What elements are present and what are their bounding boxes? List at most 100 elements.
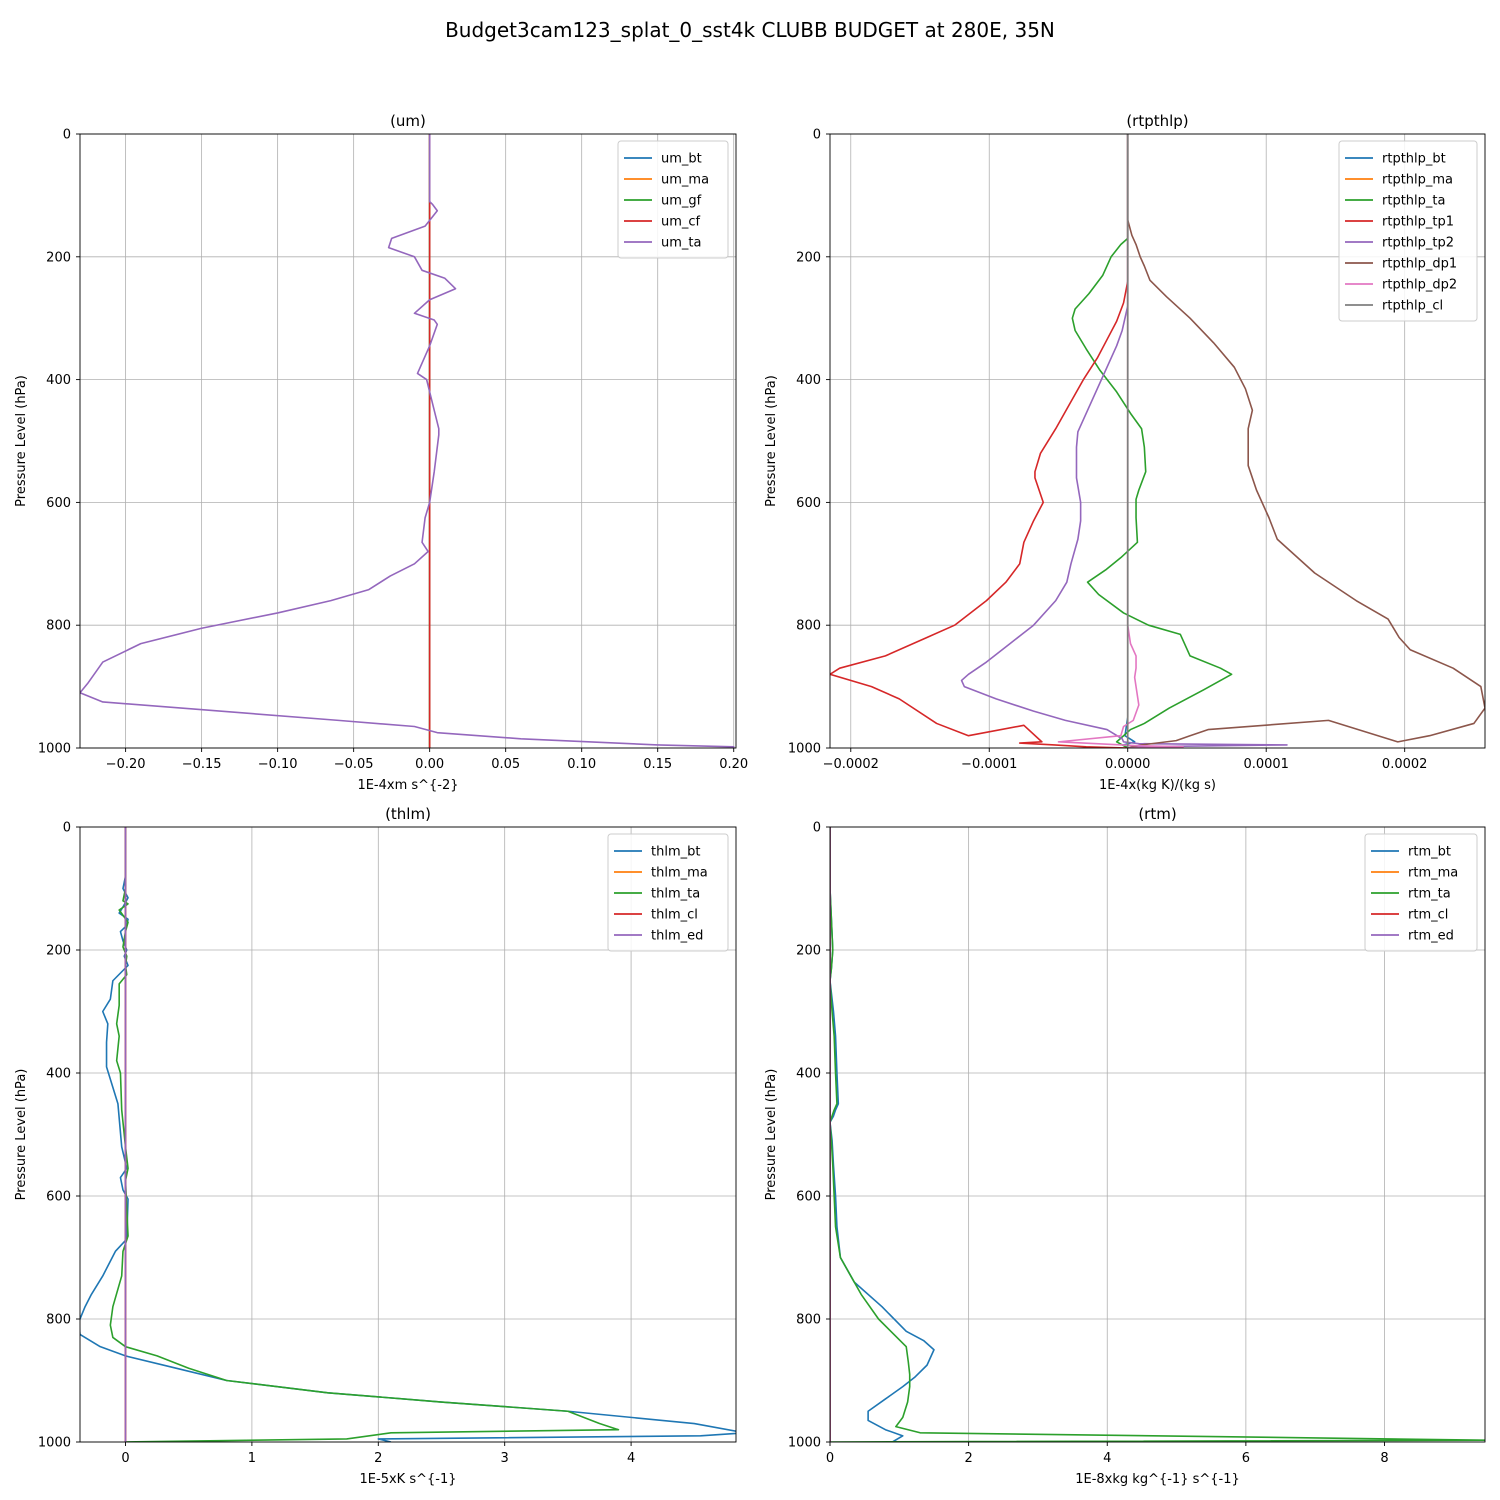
y-axis-label: Pressure Level (hPa) <box>764 375 779 507</box>
chart-panel-2: −0.0002 −0.0001 0.0000 0.0001 0.0002 0 200 400 6… <box>764 112 1486 793</box>
legend: rtpthlp_bt rtpthlp_ma rtpthlp_ta rtpthlp_tp… <box>1338 140 1478 322</box>
x-axis-label: 1E-5xK s^{-1} <box>360 1472 457 1487</box>
legend-entry: rtm_ma <box>1408 866 1458 881</box>
y-axis-label: Pressure Level (hPa) <box>14 1069 29 1201</box>
x-tick-label: −0.05 <box>334 757 374 772</box>
y-tick-label: 400 <box>46 373 71 388</box>
series-line-rtm_bt <box>830 827 935 1442</box>
panel-title: (rtpthlp) <box>1126 112 1188 130</box>
chart-panel-3: 0 1 2 3 4 0 200 400 600 800 1000 (thlm) 1E-5xK s^{-1… <box>14 805 737 1487</box>
x-tick-label: 4 <box>1103 1451 1111 1466</box>
axis-ticks: −0.20 −0.15 −0.10 −0.05 0.00 0.05 0.10 0.15 0.20… <box>38 128 748 773</box>
x-tick-label: 0 <box>121 1451 129 1466</box>
panels: −0.20 −0.15 −0.10 −0.05 0.00 0.05 0.10 0.15 0.20… <box>14 112 1486 1487</box>
series-line-um_ta <box>80 134 735 748</box>
y-tick-label: 200 <box>796 250 821 265</box>
legend: um_bt um_ma um_gf um_cf um_ta <box>617 140 729 259</box>
y-tick-label: 0 <box>813 128 821 143</box>
legend-entry: rtpthlp_cl <box>1382 299 1443 314</box>
x-tick-label: 0.00 <box>415 757 444 772</box>
x-axis-label: 1E-4x(kg K)/(kg s) <box>1099 778 1216 793</box>
x-axis-label: 1E-8xkg kg^{-1} s^{-1} <box>1075 1472 1240 1487</box>
x-tick-label: −0.10 <box>258 757 298 772</box>
legend-entry: um_gf <box>661 194 702 209</box>
axis-ticks: −0.0002 −0.0001 0.0000 0.0001 0.0002 0 200 400 6… <box>788 128 1428 773</box>
legend-entry: thlm_ed <box>651 929 703 944</box>
legend-entry: rtpthlp_ma <box>1382 173 1453 188</box>
legend-entry: rtpthlp_ta <box>1382 194 1445 209</box>
legend-box <box>1338 140 1478 322</box>
x-tick-label: −0.20 <box>106 757 146 772</box>
series-line-rtpthlp_tp2 <box>960 134 1288 748</box>
x-tick-label: −0.0002 <box>823 757 879 772</box>
y-tick-label: 200 <box>46 944 71 959</box>
y-tick-label: 600 <box>46 496 71 511</box>
x-tick-label: 0 <box>826 1451 834 1466</box>
series-line-rtm_ta <box>830 827 1485 1442</box>
legend-box <box>1364 833 1478 952</box>
x-axis-label: 1E-4xm s^{-2} <box>357 778 458 793</box>
panel-title: (um) <box>390 112 426 130</box>
legend-entry: thlm_ma <box>651 866 708 881</box>
legend-entry: rtpthlp_dp2 <box>1382 278 1457 293</box>
series-line-rtpthlp_ta <box>1071 134 1233 748</box>
legend-entry: thlm_cl <box>651 908 698 923</box>
legend-entry: um_bt <box>661 152 702 167</box>
plot-frame <box>829 826 1486 1443</box>
x-tick-label: 0.0001 <box>1243 757 1289 772</box>
y-tick-label: 1000 <box>788 1436 821 1451</box>
legend-entry: rtpthlp_bt <box>1382 152 1446 167</box>
x-tick-label: 0.0000 <box>1105 757 1151 772</box>
y-tick-label: 0 <box>63 821 71 836</box>
legend-entry: rtm_ed <box>1408 929 1454 944</box>
series-line-thlm_ta <box>109 827 620 1442</box>
y-axis-label: Pressure Level (hPa) <box>14 375 29 507</box>
legend-entry: um_ta <box>661 236 701 251</box>
series-line-rtpthlp_dp2 <box>1057 134 1184 748</box>
x-tick-label: 2 <box>964 1451 972 1466</box>
y-tick-label: 800 <box>796 1313 821 1328</box>
y-tick-label: 600 <box>796 496 821 511</box>
y-tick-label: 800 <box>46 619 71 634</box>
figure-title: Budget3cam123_splat_0_sst4k CLUBB BUDGET… <box>445 18 1055 42</box>
legend-entry: thlm_ta <box>651 887 700 902</box>
x-tick-label: −0.15 <box>182 757 222 772</box>
y-tick-label: 400 <box>796 373 821 388</box>
legend-entry: um_cf <box>661 215 701 230</box>
y-axis-label: Pressure Level (hPa) <box>764 1069 779 1201</box>
x-tick-label: 0.20 <box>719 757 748 772</box>
x-tick-label: 0.15 <box>643 757 672 772</box>
legend-entry: rtm_cl <box>1408 908 1448 923</box>
legend-box <box>607 833 729 952</box>
series-line-rtpthlp_tp1 <box>830 134 1129 748</box>
y-tick-label: 600 <box>46 1190 71 1205</box>
legend-box <box>617 140 729 259</box>
y-tick-label: 1000 <box>38 1436 71 1451</box>
y-tick-label: 1000 <box>788 742 821 757</box>
series-lines <box>830 827 1485 1442</box>
legend-entry: rtpthlp_dp1 <box>1382 257 1457 272</box>
legend-entry: rtm_bt <box>1408 845 1451 860</box>
x-tick-label: 0.05 <box>491 757 520 772</box>
legend-entry: um_ma <box>661 173 709 188</box>
legend-entry: rtpthlp_tp2 <box>1382 236 1454 251</box>
axis-ticks: 0 2 4 6 8 0 200 400 600 800 1000 <box>788 821 1389 1467</box>
legend-entry: rtm_ta <box>1408 887 1451 902</box>
series-lines <box>830 134 1485 748</box>
panel-title: (thlm) <box>385 805 431 823</box>
x-tick-label: 0.10 <box>567 757 596 772</box>
y-tick-label: 200 <box>46 250 71 265</box>
panel-title: (rtm) <box>1138 805 1176 823</box>
chart-panel-1: −0.20 −0.15 −0.10 −0.05 0.00 0.05 0.10 0.15 0.20… <box>14 112 748 793</box>
y-tick-label: 0 <box>63 128 71 143</box>
x-tick-label: 4 <box>627 1451 635 1466</box>
y-tick-label: 400 <box>796 1067 821 1082</box>
x-tick-label: 8 <box>1380 1451 1388 1466</box>
y-tick-label: 400 <box>46 1067 71 1082</box>
y-tick-label: 0 <box>813 821 821 836</box>
y-tick-label: 800 <box>796 619 821 634</box>
series-lines <box>80 134 735 748</box>
legend: thlm_bt thlm_ma thlm_ta thlm_cl thlm_ed <box>607 833 729 952</box>
x-tick-label: 6 <box>1242 1451 1250 1466</box>
